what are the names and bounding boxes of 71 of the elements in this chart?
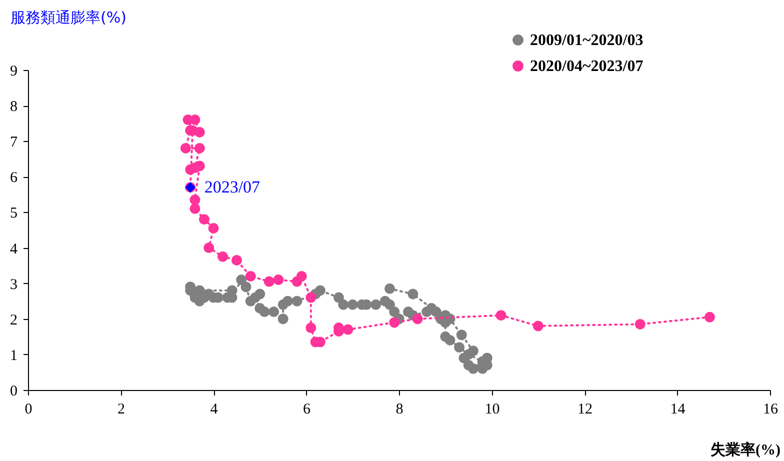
point xyxy=(190,162,200,174)
point xyxy=(236,274,247,286)
y-tick-label: 3 xyxy=(10,276,18,293)
y-tick-label: 5 xyxy=(10,206,18,222)
y-tick-label: 2 xyxy=(10,312,18,328)
point xyxy=(496,310,506,321)
point xyxy=(194,285,205,296)
y-tick-label: 4 xyxy=(10,241,18,258)
point xyxy=(532,320,544,332)
point xyxy=(306,322,316,334)
point xyxy=(389,317,400,328)
x-tick-label: 2 xyxy=(118,402,125,418)
y-tick-label: 6 xyxy=(10,170,18,186)
x-tick-label: 6 xyxy=(303,402,311,418)
point xyxy=(338,299,349,310)
point xyxy=(268,306,280,318)
point xyxy=(254,288,266,300)
point xyxy=(370,299,382,310)
point xyxy=(264,276,274,287)
point xyxy=(218,251,228,262)
point xyxy=(704,312,715,322)
point xyxy=(454,342,465,353)
y-axis-title: 服務類通膨率(%) xyxy=(10,8,126,26)
point xyxy=(634,318,646,330)
x-tick-label: 4 xyxy=(210,402,218,418)
point xyxy=(254,302,266,314)
point xyxy=(458,352,470,364)
point xyxy=(190,203,200,214)
point xyxy=(190,194,200,206)
y-tick-label: 8 xyxy=(10,99,18,116)
point xyxy=(245,296,256,306)
x-tick-label: 8 xyxy=(396,402,404,418)
point xyxy=(403,306,414,318)
point xyxy=(380,296,390,306)
x-tick-label: 0 xyxy=(24,402,32,418)
point xyxy=(384,283,395,294)
point xyxy=(333,292,344,303)
point xyxy=(306,292,316,303)
point xyxy=(342,324,354,335)
point xyxy=(198,214,210,225)
point xyxy=(194,142,205,154)
point xyxy=(430,306,442,318)
point xyxy=(292,296,302,306)
y-tick-label: 0 xyxy=(10,384,18,400)
point xyxy=(292,276,302,287)
point xyxy=(208,222,219,234)
point xyxy=(347,299,358,310)
legend-label: 2009/01~2020/03 xyxy=(530,32,644,49)
x-tick-label: 12 xyxy=(578,402,592,418)
y-tick-label: 9 xyxy=(10,64,18,80)
annotation: 2023/07 xyxy=(204,177,261,196)
point xyxy=(180,142,191,154)
point xyxy=(456,330,467,340)
point xyxy=(408,288,418,300)
point xyxy=(204,242,214,254)
point xyxy=(278,299,288,310)
point xyxy=(245,270,256,282)
legend-label: 2020/04~2023/07 xyxy=(530,58,644,75)
point xyxy=(278,314,288,324)
y-tick-label: 1 xyxy=(10,348,18,364)
point xyxy=(412,314,423,324)
y-tick-label: 7 xyxy=(10,134,18,151)
x-axis-title: 失業率(%) xyxy=(710,440,780,458)
x-tick-label: 14 xyxy=(670,402,686,418)
point xyxy=(422,306,432,318)
point xyxy=(231,254,242,266)
x-tick-label: 16 xyxy=(763,402,778,418)
x-tick-label: 10 xyxy=(484,402,500,418)
point xyxy=(444,334,456,346)
point xyxy=(273,274,284,286)
point xyxy=(468,346,478,356)
